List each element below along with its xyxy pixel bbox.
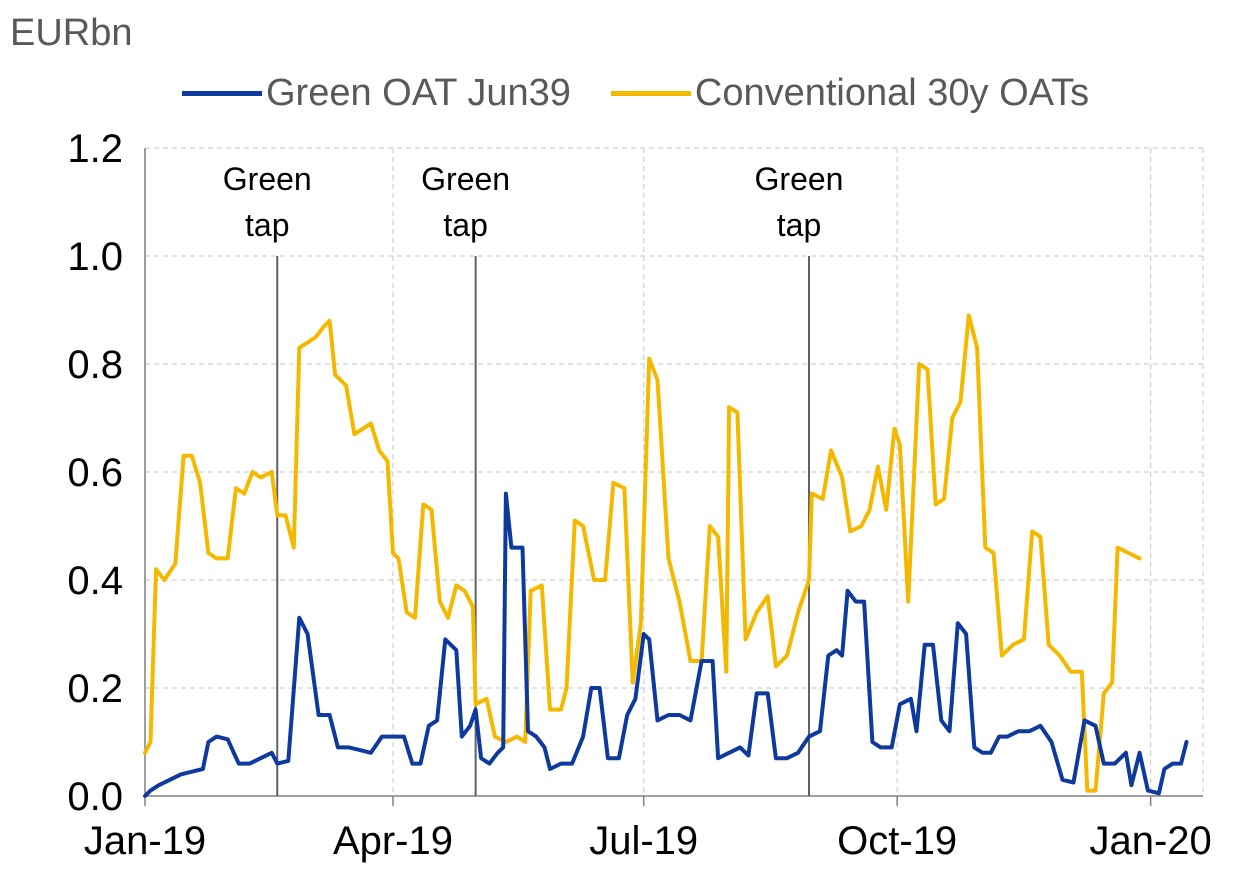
y-tick-label: 0.0 bbox=[67, 775, 123, 819]
x-tick-label: Jul-19 bbox=[589, 819, 698, 863]
legend-label-conventional: Conventional 30y OATs bbox=[694, 72, 1090, 114]
y-tick-label: 0.4 bbox=[67, 559, 123, 603]
y-tick-label: 0.8 bbox=[67, 343, 123, 387]
green-tap-label: tap bbox=[245, 207, 289, 243]
legend-item-conventional: Conventional 30y OATs bbox=[610, 72, 1090, 115]
legend-swatch-green bbox=[182, 91, 262, 96]
y-tick-label: 0.6 bbox=[67, 451, 123, 495]
y-tick-label: 1.2 bbox=[67, 127, 123, 171]
unit-label: EURbn bbox=[10, 12, 133, 54]
x-tick-label: Jan-19 bbox=[84, 819, 206, 863]
green-tap-label: Green bbox=[421, 161, 510, 197]
legend-label-green: Green OAT Jun39 bbox=[266, 72, 571, 114]
x-tick-label: Apr-19 bbox=[333, 819, 453, 863]
x-tick-label: Oct-19 bbox=[837, 819, 957, 863]
y-tick-label: 1.0 bbox=[67, 235, 123, 279]
series-line-conventional-oat bbox=[143, 313, 1142, 793]
x-tick-label: Jan-20 bbox=[1089, 819, 1211, 863]
green-tap-label: Green bbox=[755, 161, 844, 197]
legend: Green OAT Jun39 Conventional 30y OATs bbox=[182, 72, 1129, 115]
green-tap-label: Green bbox=[223, 161, 312, 197]
legend-item-green: Green OAT Jun39 bbox=[182, 72, 571, 115]
green-tap-label: tap bbox=[443, 207, 487, 243]
green-tap-label: tap bbox=[777, 207, 821, 243]
legend-swatch-conventional bbox=[610, 91, 691, 96]
y-tick-label: 0.2 bbox=[67, 667, 123, 711]
series-line-green-oat bbox=[143, 491, 1189, 798]
